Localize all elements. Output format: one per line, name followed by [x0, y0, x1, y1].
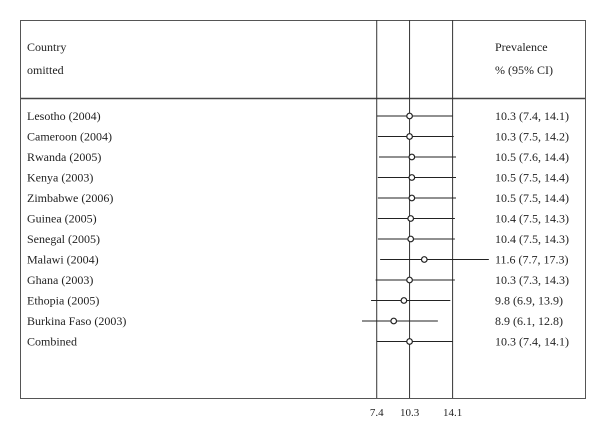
row-label: Combined — [27, 335, 77, 349]
forest-row: Ghana (2003) 10.3 (7.3, 14.3) — [27, 273, 569, 287]
row-ci-text: 10.5 (7.5, 14.4) — [495, 191, 569, 205]
forest-row: Cameroon (2004) 10.3 (7.5, 14.2) — [27, 130, 569, 144]
point-estimate — [400, 297, 408, 304]
row-label: Senegal (2005) — [27, 232, 100, 246]
row-label: Malawi (2004) — [27, 253, 99, 267]
row-ci-text: 11.6 (7.7, 17.3) — [495, 253, 569, 267]
row-ci-text: 9.8 (6.9, 13.9) — [495, 294, 563, 308]
row-ci-text: 10.3 (7.5, 14.2) — [495, 130, 569, 144]
forest-row: Malawi (2004) 11.6 (7.7, 17.3) — [27, 253, 569, 267]
point-estimate — [408, 174, 416, 181]
row-label: Ghana (2003) — [27, 273, 93, 287]
point-estimate — [406, 276, 413, 284]
row-ci-text: 8.9 (6.1, 12.8) — [495, 314, 563, 328]
header-ci: % (95% CI) — [495, 63, 553, 77]
row-label: Kenya (2003) — [27, 171, 93, 185]
row-ci-text: 10.3 (7.3, 14.3) — [495, 273, 569, 287]
row-ci-text: 10.4 (7.5, 14.3) — [495, 212, 569, 226]
rows-group: Lesotho (2004) 10.3 (7.4, 14.1) Cameroon (… — [27, 109, 569, 349]
row-label: Zimbabwe (2006) — [27, 191, 113, 205]
row-ci-text: 10.3 (7.4, 14.1) — [495, 109, 569, 123]
x-tick-label: 7.4 — [370, 407, 384, 419]
point-estimate — [406, 338, 413, 345]
x-tick-label: 10.3 — [400, 407, 420, 419]
row-ci-text: 10.3 (7.4, 14.1) — [495, 335, 569, 349]
reference-lines — [376, 20, 454, 398]
point-estimate — [406, 133, 413, 140]
point-estimate — [390, 317, 398, 325]
header-prevalence: Prevalence — [495, 40, 548, 54]
row-ci-text: 10.4 (7.5, 14.3) — [495, 232, 569, 246]
point-estimate — [420, 256, 428, 263]
row-label: Lesotho (2004) — [27, 109, 101, 123]
header-country: Country — [27, 40, 66, 54]
plot-frame — [20, 20, 586, 399]
row-ci-text: 10.5 (7.5, 14.4) — [495, 171, 569, 185]
header-omitted: omitted — [27, 63, 64, 77]
row-label: Guinea (2005) — [27, 212, 97, 226]
point-estimate — [407, 235, 415, 243]
forest-row: Ethopia (2005) 9.8 (6.9, 13.9) — [27, 294, 563, 308]
forest-row: Kenya (2003) 10.5 (7.5, 14.4) — [27, 171, 569, 185]
x-ticks: 7.4 10.3 14.1 — [370, 407, 462, 419]
row-label: Cameroon (2004) — [27, 130, 112, 144]
forest-row: Burkina Faso (2003) 8.9 (6.1, 12.8) — [27, 314, 563, 328]
point-estimate — [408, 153, 416, 161]
point-estimate — [406, 112, 413, 120]
forest-row: Zimbabwe (2006) 10.5 (7.5, 14.4) — [27, 191, 569, 205]
row-label: Rwanda (2005) — [27, 150, 101, 164]
row-ci-text: 10.5 (7.6, 14.4) — [495, 150, 569, 164]
forest-row: Guinea (2005) 10.4 (7.5, 14.3) — [27, 212, 569, 226]
point-estimate — [408, 194, 416, 202]
forest-row: Combined 10.3 (7.4, 14.1) — [27, 335, 569, 349]
point-estimate — [407, 215, 415, 222]
forest-row: Rwanda (2005) 10.5 (7.6, 14.4) — [27, 150, 569, 164]
row-label: Ethopia (2005) — [27, 294, 99, 308]
row-label: Burkina Faso (2003) — [27, 314, 126, 328]
forest-row: Senegal (2005) 10.4 (7.5, 14.3) — [27, 232, 569, 246]
forest-row: Lesotho (2004) 10.3 (7.4, 14.1) — [27, 109, 569, 123]
x-tick-label: 14.1 — [443, 407, 462, 419]
